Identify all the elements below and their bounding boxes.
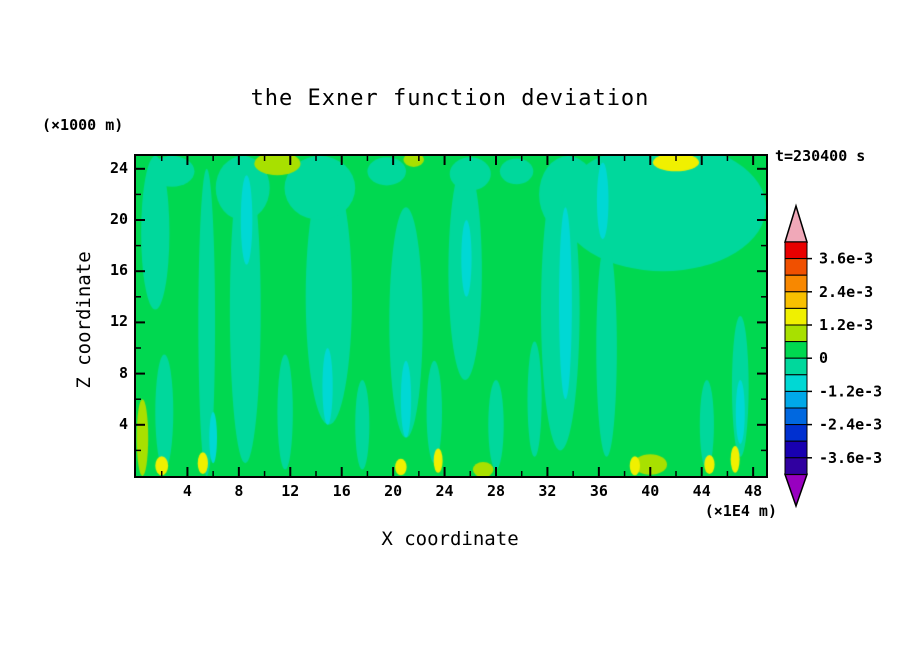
colorbar-band bbox=[784, 274, 808, 293]
x-tick-label: 16 bbox=[332, 482, 351, 500]
colorbar-label: 2.4e-3 bbox=[819, 283, 873, 301]
colorbar-label: 3.6e-3 bbox=[819, 250, 873, 268]
colorbar-label: -1.2e-3 bbox=[819, 382, 882, 400]
colorbar-band bbox=[784, 424, 808, 442]
colorbar-band bbox=[784, 291, 808, 309]
colorbar-band bbox=[784, 374, 808, 392]
colorbar-band bbox=[784, 357, 808, 376]
x-tick-label: 12 bbox=[281, 482, 300, 500]
x-tick-label: 36 bbox=[589, 482, 608, 500]
axis-ticks bbox=[136, 156, 766, 476]
z-tick-label: 8 bbox=[118, 363, 128, 382]
colorbar-band bbox=[784, 390, 808, 409]
colorbar-band bbox=[784, 307, 808, 326]
colorbar-band bbox=[784, 407, 808, 426]
y-axis-label: Z coordinate bbox=[73, 251, 95, 389]
colorbar-band bbox=[784, 341, 808, 359]
colorbar-band bbox=[784, 324, 808, 343]
colorbar-label: -3.6e-3 bbox=[819, 449, 882, 467]
colorbar-label: 1.2e-3 bbox=[819, 316, 873, 334]
x-unit-label: (×1E4 m) bbox=[704, 502, 777, 520]
x-tick-label: 32 bbox=[538, 482, 557, 500]
plot-area bbox=[134, 154, 768, 478]
x-tick-label: 8 bbox=[234, 482, 244, 500]
colorbar-arrow-top bbox=[783, 203, 809, 243]
plot-title: the Exner function deviation bbox=[250, 86, 650, 111]
x-tick-label: 4 bbox=[182, 482, 192, 500]
colorbar-band bbox=[784, 241, 808, 260]
z-tick-label: 24 bbox=[109, 158, 128, 177]
colorbar-label: -2.4e-3 bbox=[819, 416, 882, 434]
z-tick-label: 12 bbox=[109, 312, 128, 331]
colorbar-label: 0 bbox=[819, 349, 828, 367]
x-tick-label: 28 bbox=[486, 482, 506, 500]
x-tick-label: 40 bbox=[641, 482, 660, 500]
x-tick-label: 24 bbox=[435, 482, 454, 500]
colorbar-band bbox=[784, 258, 808, 276]
colorbar-arrow-bottom bbox=[783, 473, 809, 509]
colorbar-band bbox=[784, 440, 808, 459]
colorbar: 3.6e-3 2.4e-3 1.2e-3 0 -1.2e-3 -2.4e-3 -3.6e-3 bbox=[783, 203, 882, 509]
z-tick-label: 16 bbox=[109, 261, 128, 280]
x-axis-label: X coordinate bbox=[381, 528, 519, 550]
x-tick-label: 44 bbox=[692, 482, 711, 500]
y-unit-label: (×1000 m) bbox=[42, 116, 124, 134]
colorbar-band bbox=[784, 457, 808, 475]
time-label: t=230400 s bbox=[775, 147, 866, 165]
x-tick-label: 48 bbox=[744, 482, 763, 500]
z-tick-label: 4 bbox=[118, 414, 128, 433]
field-canvas bbox=[136, 156, 766, 476]
z-tick-label: 20 bbox=[109, 210, 128, 228]
x-tick-label: 20 bbox=[384, 482, 403, 500]
